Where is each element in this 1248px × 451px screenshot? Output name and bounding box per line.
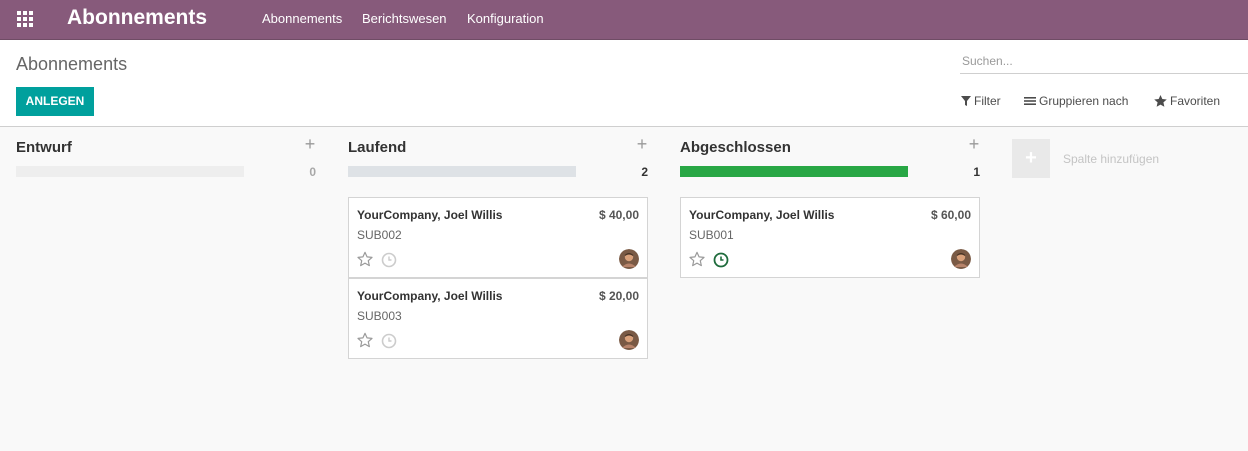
star-filled-icon [1154,95,1167,107]
activity-clock-icon[interactable] [381,252,397,268]
card-partner: YourCompany, Joel Willis [357,208,503,222]
filter-button[interactable]: Filter [961,94,1001,108]
app-title: Abonnements [67,6,208,29]
column-count: 1 [973,165,980,179]
column-progress-bar[interactable] [680,166,908,177]
avatar[interactable] [951,249,971,269]
activity-clock-icon[interactable] [381,333,397,349]
quick-create-icon[interactable]: + [968,134,980,154]
breadcrumb: Abonnements [16,54,128,74]
favorites-label: Favoriten [1170,94,1221,108]
card-reference: SUB001 [689,228,734,242]
top-navbar: Abonnements Abonnements Berichtswesen Ko… [0,0,1248,40]
column-progress-bar[interactable] [348,166,576,177]
search-input[interactable]: Suchen... [960,53,1248,74]
kanban-column-abgeschlossen: Abgeschlossen + 1 YourCompany, Joel Will… [680,127,980,451]
activity-clock-icon[interactable] [713,252,729,268]
list-icon [1024,97,1036,105]
avatar[interactable] [619,249,639,269]
menu-konfiguration[interactable]: Konfiguration [467,11,544,26]
card-amount: $ 60,00 [930,208,971,222]
control-panel: Abonnements Suchen... ANLEGEN Filter Gru… [0,40,1248,127]
card-amount: $ 20,00 [598,289,639,303]
star-outline-icon[interactable] [357,332,373,348]
star-outline-icon[interactable] [357,251,373,267]
column-count: 2 [641,165,648,179]
avatar[interactable] [619,330,639,350]
column-title: Abgeschlossen [680,139,791,156]
add-column-button[interactable]: + [1012,139,1050,178]
card-reference: SUB002 [357,228,402,242]
subscription-card[interactable]: YourCompany, Joel Willis $ 40,00 SUB002 [348,197,648,278]
column-title: Laufend [348,139,407,156]
menu-berichtswesen[interactable]: Berichtswesen [362,11,447,26]
subscription-card[interactable]: YourCompany, Joel Willis $ 60,00 SUB001 [680,197,980,278]
menu-abonnements[interactable]: Abonnements [262,11,343,26]
column-title: Entwurf [16,139,72,156]
filter-icon [961,96,971,106]
card-reference: SUB003 [357,309,402,323]
star-outline-icon[interactable] [689,251,705,267]
card-amount: $ 40,00 [598,208,639,222]
quick-create-icon[interactable]: + [636,134,648,154]
kanban-column-entwurf: Entwurf + 0 [16,127,316,451]
kanban-column-laufend: Laufend + 2 YourCompany, Joel Willis $ 4… [348,127,648,451]
filter-label: Filter [974,94,1001,108]
group-by-button[interactable]: Gruppieren nach [1024,94,1128,108]
create-button[interactable]: ANLEGEN [16,87,94,116]
column-count: 0 [309,165,316,179]
add-column-label[interactable]: Spalte hinzufügen [1063,152,1160,166]
card-partner: YourCompany, Joel Willis [689,208,835,222]
quick-create-icon[interactable]: + [304,134,316,154]
favorites-button[interactable]: Favoriten [1154,94,1220,108]
group-by-label: Gruppieren nach [1039,94,1129,108]
column-progress-bar[interactable] [16,166,244,177]
subscription-card[interactable]: YourCompany, Joel Willis $ 20,00 SUB003 [348,278,648,359]
apps-grid-icon[interactable] [16,10,34,28]
card-partner: YourCompany, Joel Willis [357,289,503,303]
